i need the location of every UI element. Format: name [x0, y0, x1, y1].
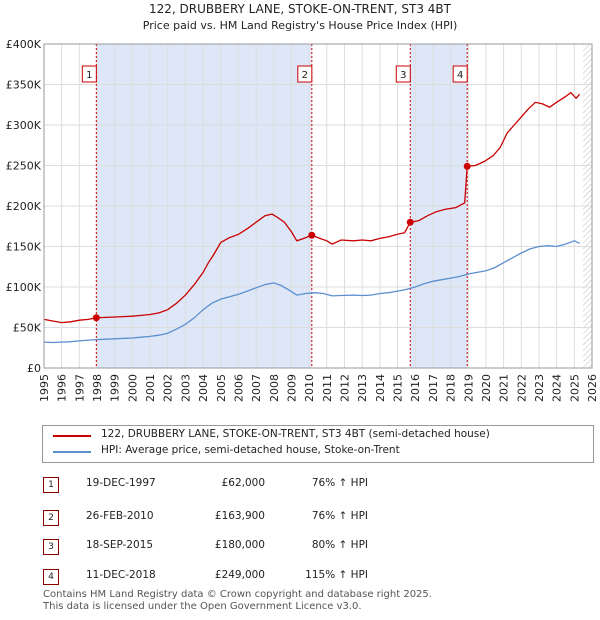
transaction-hpi: 76% ↑ HPI	[311, 510, 368, 522]
x-tick-label: 2003	[179, 374, 192, 402]
sale-marker-box	[452, 65, 468, 83]
x-tick-label: 2011	[321, 374, 334, 402]
x-tick-label: 2026	[586, 374, 599, 402]
sale-marker-label: 2	[302, 70, 308, 81]
transaction-hpi: 115% ↑ HPI	[305, 569, 368, 581]
x-tick-label: 1995	[38, 374, 51, 402]
transaction-price: £163,900	[214, 510, 265, 522]
x-tick-label: 2005	[215, 374, 228, 402]
y-tick-label: £350K	[6, 79, 42, 92]
sale-point	[406, 218, 414, 226]
x-tick-label: 2001	[144, 374, 157, 402]
property-price-line	[43, 91, 581, 324]
x-tick-label: 2016	[409, 374, 422, 402]
transaction-number: 1	[43, 477, 59, 493]
sale-marker-label: 3	[400, 70, 406, 81]
table-row: 1 19-DEC-1997 £62,000 76% ↑ HPI	[0, 474, 600, 498]
sale-point	[308, 231, 316, 239]
x-tick-label: 1996	[56, 374, 69, 402]
x-tick-label: 2014	[374, 374, 387, 402]
x-tick-label: 2024	[551, 374, 564, 402]
y-tick-label: £200K	[6, 200, 42, 213]
x-tick-label: 2015	[392, 374, 405, 402]
transaction-number: 3	[43, 539, 59, 555]
x-tick-label: 2009	[285, 374, 298, 402]
x-tick-label: 2007	[250, 374, 263, 402]
sale-marker-label: 4	[457, 70, 463, 81]
legend-item-property: 122, DRUBBERY LANE, STOKE-ON-TRENT, ST3 …	[43, 428, 593, 444]
x-tick-label: 2006	[232, 374, 245, 402]
transaction-price: £62,000	[221, 477, 265, 489]
footer: Contains HM Land Registry data © Crown c…	[43, 589, 432, 613]
transaction-hpi: 80% ↑ HPI	[311, 539, 368, 551]
transaction-number: 4	[43, 569, 59, 585]
y-tick-label: £50K	[13, 322, 42, 335]
x-tick-label: 2017	[427, 374, 440, 402]
sale-marker-box	[297, 65, 313, 83]
x-tick-label: 2010	[303, 374, 316, 402]
x-tick-label: 2025	[568, 374, 581, 402]
transaction-price: £249,000	[214, 569, 265, 581]
x-tick-label: 2000	[126, 374, 139, 402]
transaction-date: 26-FEB-2010	[86, 510, 154, 522]
x-tick-label: 2020	[480, 374, 493, 402]
chart-title: 122, DRUBBERY LANE, STOKE-ON-TRENT, ST3 …	[149, 2, 452, 16]
legend: 122, DRUBBERY LANE, STOKE-ON-TRENT, ST3 …	[42, 425, 594, 463]
x-tick-label: 1997	[73, 374, 86, 402]
sale-marker: 2	[297, 65, 313, 83]
y-tick-label: £300K	[6, 119, 42, 132]
legend-swatch-property	[53, 435, 91, 437]
x-tick-label: 2004	[197, 374, 210, 402]
y-tick-label: £400K	[6, 38, 42, 51]
x-tick-label: 1998	[91, 374, 104, 402]
transaction-price: £180,000	[214, 539, 265, 551]
transaction-hpi: 76% ↑ HPI	[311, 477, 368, 489]
x-tick-label: 2002	[162, 374, 175, 402]
table-row: 3 18-SEP-2015 £180,000 80% ↑ HPI	[0, 536, 600, 560]
legend-swatch-hpi	[53, 451, 91, 453]
sale-marker-label: 1	[86, 70, 92, 81]
footer-license: This data is licensed under the Open Gov…	[43, 601, 362, 612]
price-chart: 122, DRUBBERY LANE, STOKE-ON-TRENT, ST3 …	[6, 2, 599, 402]
y-tick-label: £250K	[6, 160, 42, 173]
x-tick-label: 2018	[445, 374, 458, 402]
sale-marker: 4	[452, 65, 468, 83]
sale-marker-box	[395, 65, 411, 83]
transaction-date: 19-DEC-1997	[86, 477, 156, 489]
sale-point	[92, 314, 100, 322]
x-tick-label: 2008	[268, 374, 281, 402]
x-tick-label: 2012	[339, 374, 352, 402]
hpi-line	[43, 240, 580, 344]
y-tick-label: £100K	[6, 281, 42, 294]
x-tick-label: 1999	[109, 374, 122, 402]
sale-marker: 3	[395, 65, 411, 83]
chart-subtitle: Price paid vs. HM Land Registry's House …	[143, 19, 458, 32]
x-tick-label: 2013	[356, 374, 369, 402]
x-tick-label: 2023	[533, 374, 546, 402]
transaction-date: 18-SEP-2015	[86, 539, 154, 551]
plot-area: £0 £50K £100K £150K £200K £250K £300K £350K £400…	[6, 38, 599, 402]
legend-label-hpi: HPI: Average price, semi-detached house,…	[101, 444, 400, 456]
table-row: 4 11-DEC-2018 £249,000 115% ↑ HPI	[0, 566, 600, 590]
y-tick-label: £0	[27, 362, 41, 375]
sale-point	[463, 162, 471, 170]
transaction-date: 11-DEC-2018	[86, 569, 156, 581]
table-row: 2 26-FEB-2010 £163,900 76% ↑ HPI	[0, 507, 600, 531]
footer-copyright: Contains HM Land Registry data © Crown c…	[43, 589, 432, 600]
sale-marker-box	[81, 65, 97, 83]
transaction-number: 2	[43, 510, 59, 526]
x-tick-label: 2019	[462, 374, 475, 402]
sale-marker: 1	[81, 65, 97, 83]
y-tick-label: £150K	[6, 241, 42, 254]
legend-item-hpi: HPI: Average price, semi-detached house,…	[43, 444, 593, 460]
plot-frame	[43, 43, 593, 369]
legend-label-property: 122, DRUBBERY LANE, STOKE-ON-TRENT, ST3 …	[101, 428, 490, 440]
x-tick-label: 2022	[515, 374, 528, 402]
x-tick-label: 2021	[498, 374, 511, 402]
